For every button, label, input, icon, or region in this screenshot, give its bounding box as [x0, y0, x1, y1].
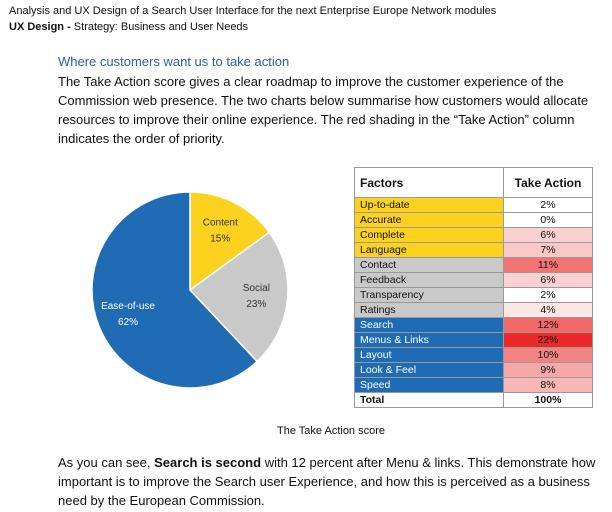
slice-label: Ease-of-use [101, 301, 155, 312]
table-row: Contact 11% [354, 257, 593, 273]
take-action-table: Factors Take Action Up-to-date 2% Accurate 0%… [354, 167, 593, 408]
closing-bold: Search is second [154, 455, 262, 470]
slice-value-label: 23% [246, 299, 266, 310]
score-cell: 0% [503, 212, 593, 228]
score-cell: 10% [503, 347, 593, 363]
closing-text: As you can see, [58, 455, 155, 470]
factor-cell: Up-to-date [354, 197, 504, 213]
table-row: Factors Take Action [354, 167, 593, 198]
table-row: Layout 10% [354, 347, 593, 363]
table-row: Transparency 2% [354, 287, 593, 303]
factor-cell: Search [354, 317, 504, 333]
factor-cell: Language [354, 242, 504, 258]
factor-cell: Look & Feel [354, 362, 504, 378]
score-cell: 7% [503, 242, 593, 258]
column-header: Factors [354, 167, 504, 198]
table-row: Up-to-date 2% [354, 197, 593, 213]
pie-slice [188, 231, 289, 363]
score-cell: 4% [503, 302, 593, 318]
score-cell: 6% [503, 272, 593, 288]
table-row: Menus & Links 22% [354, 332, 593, 348]
table-row: Language 7% [354, 242, 593, 258]
score-cell: 12% [503, 317, 593, 333]
factor-cell: Ratings [354, 302, 504, 318]
factor-cell: Complete [354, 227, 504, 243]
score-cell: 2% [503, 197, 593, 213]
header-text: Strategy: Business and User Needs [73, 21, 249, 33]
slice-value-label: 62% [118, 317, 138, 328]
slice-label: Content [203, 217, 238, 228]
table-row: Speed 8% [354, 377, 593, 393]
intro-paragraph: The Take Action score gives a clear road… [58, 74, 589, 146]
header-label: UX Design - [9, 21, 71, 33]
table-row: Ratings 4% [354, 302, 593, 318]
factor-cell: Contact [354, 257, 504, 273]
total-label: Total [354, 392, 504, 408]
factor-cell: Transparency [354, 287, 504, 303]
section-heading: Where customers want us to take action [58, 54, 290, 69]
table-row: Look & Feel 9% [354, 362, 593, 378]
pie-slice [91, 191, 259, 389]
slice-value-label: 15% [210, 233, 230, 244]
pie-slice [189, 191, 271, 292]
total-value: 100% [503, 392, 593, 408]
pie-chart: Content 15% Social 23% Ease-of-use 62% [91, 191, 289, 389]
score-cell: 11% [503, 257, 593, 273]
table-row: Total 100% [354, 392, 593, 408]
score-cell: 2% [503, 287, 593, 303]
header-subtitle: UX Design - Strategy: Business and User … [9, 21, 248, 33]
factor-cell: Layout [354, 347, 504, 363]
slice-label: Social [243, 283, 270, 294]
closing-text: with 12 percent after Menu & links. This… [58, 455, 596, 508]
factor-cell: Accurate [354, 212, 504, 228]
column-header: Take Action [503, 167, 593, 198]
header-title: Analysis and UX Design of a Search User … [9, 5, 497, 17]
score-cell: 6% [503, 227, 593, 243]
caption: The Take Action score [276, 425, 386, 437]
score-cell: 8% [503, 377, 593, 393]
factor-cell: Speed [354, 377, 504, 393]
table-row: Feedback 6% [354, 272, 593, 288]
factor-cell: Feedback [354, 272, 504, 288]
score-cell: 9% [503, 362, 593, 378]
table-row: Search 12% [354, 317, 593, 333]
closing-paragraph: As you can see, Search is second with 12… [58, 453, 603, 510]
factor-cell: Menus & Links [354, 332, 504, 348]
score-cell: 22% [503, 332, 593, 348]
table-row: Complete 6% [354, 227, 593, 243]
table-row: Accurate 0% [354, 212, 593, 228]
